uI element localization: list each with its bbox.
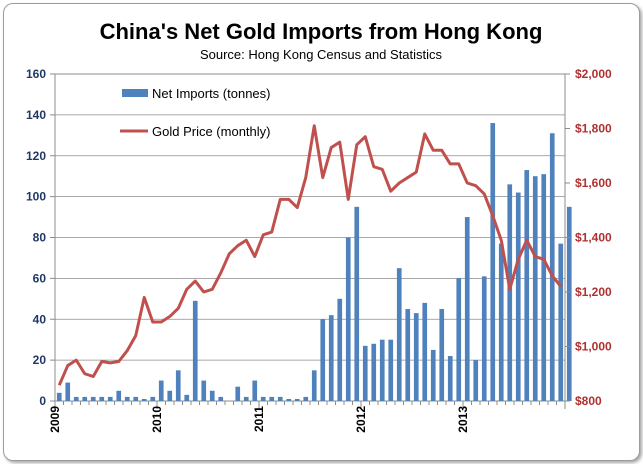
legend: Net Imports (tonnes) Gold Price (monthly…: [120, 86, 271, 139]
bar: [243, 396, 249, 401]
left-tick-label: 160: [26, 67, 46, 81]
bar: [150, 396, 156, 401]
bar: [371, 343, 377, 401]
left-tick-label: 100: [26, 190, 46, 204]
bar: [269, 396, 275, 401]
bar: [549, 133, 555, 402]
bar: [481, 276, 487, 401]
bar: [124, 396, 130, 401]
right-tick-label: $1,200: [575, 285, 612, 299]
bar: [405, 309, 411, 401]
bar: [345, 237, 351, 401]
bar: [99, 396, 105, 401]
bar: [184, 394, 190, 401]
left-tick-label: 140: [26, 108, 46, 122]
bar: [413, 313, 419, 401]
left-tick-label: 0: [39, 394, 46, 408]
left-tick-label: 40: [33, 312, 47, 326]
right-tick-label: $2,000: [575, 67, 612, 81]
bar: [473, 360, 479, 401]
left-axis: 0 20 40 60 80 100 120 140 160: [26, 67, 55, 408]
bar: [439, 309, 445, 401]
bar: [56, 392, 62, 401]
bar: [447, 356, 453, 401]
left-tick-label: 80: [33, 231, 47, 245]
bar: [388, 339, 394, 401]
line-series: [57, 124, 562, 386]
bar: [541, 174, 547, 401]
bar: [167, 390, 173, 401]
bar: [82, 396, 88, 401]
bar: [354, 206, 360, 401]
bar: [201, 380, 207, 401]
bar: [430, 349, 436, 401]
bar: [252, 380, 258, 401]
bar: [277, 396, 283, 401]
bar: [498, 243, 504, 401]
bar: [507, 184, 513, 401]
bar: [490, 123, 496, 402]
x-tick-label: 2010: [150, 406, 164, 433]
left-tick-label: 60: [33, 271, 47, 285]
bar: [320, 319, 326, 401]
bar: [566, 206, 572, 401]
bar: [260, 396, 266, 401]
chart-title: China's Net Gold Imports from Hong Kong: [100, 19, 543, 44]
right-axis: $800 $1,000 $1,200 $1,400 $1,600 $1,800 $2,000: [565, 67, 612, 408]
bar: [175, 370, 181, 401]
x-tick-label: 2013: [456, 406, 470, 433]
bar: [90, 396, 96, 401]
x-axis: 2009 2010 2011 2012 2013: [48, 401, 566, 433]
bar: [107, 396, 113, 401]
gold-price-line: [57, 124, 562, 386]
bar: [294, 398, 300, 401]
right-tick-label: $1,800: [575, 122, 612, 136]
right-tick-label: $1,000: [575, 340, 612, 354]
right-tick-label: $1,400: [575, 231, 612, 245]
bar: [396, 268, 402, 401]
bar: [286, 398, 292, 401]
bar: [192, 300, 198, 401]
legend-swatch-net-imports: [122, 89, 148, 97]
bar: [337, 298, 343, 401]
bar: [303, 396, 309, 401]
bar: [141, 398, 147, 401]
bar: [515, 192, 521, 401]
bar: [456, 278, 462, 401]
bar: [524, 170, 530, 401]
bar: [235, 386, 241, 401]
legend-label-net-imports: Net Imports (tonnes): [152, 86, 271, 101]
left-tick-label: 120: [26, 149, 46, 163]
bar: [328, 315, 334, 401]
bar: [218, 396, 224, 401]
x-tick-label: 2011: [252, 406, 266, 432]
right-tick-label: $1,600: [575, 176, 612, 190]
bar: [73, 396, 79, 401]
bar: [532, 176, 538, 401]
bar: [558, 243, 564, 401]
left-tick-label: 20: [33, 353, 47, 367]
legend-label-gold-price: Gold Price (monthly): [152, 124, 270, 139]
bar: [133, 396, 139, 401]
bar: [65, 382, 71, 401]
x-tick-label: 2012: [354, 406, 368, 433]
bar: [379, 339, 385, 401]
bar: [311, 370, 317, 401]
bar: [116, 390, 122, 401]
bar: [422, 302, 428, 401]
bar: [209, 390, 215, 401]
bar: [158, 380, 164, 401]
chart-subtitle: Source: Hong Kong Census and Statistics: [200, 47, 443, 62]
bar: [464, 217, 470, 401]
right-tick-label: $800: [575, 394, 602, 408]
bar: [362, 345, 368, 401]
bar-series: [56, 123, 572, 402]
x-tick-label: 2009: [48, 406, 62, 433]
